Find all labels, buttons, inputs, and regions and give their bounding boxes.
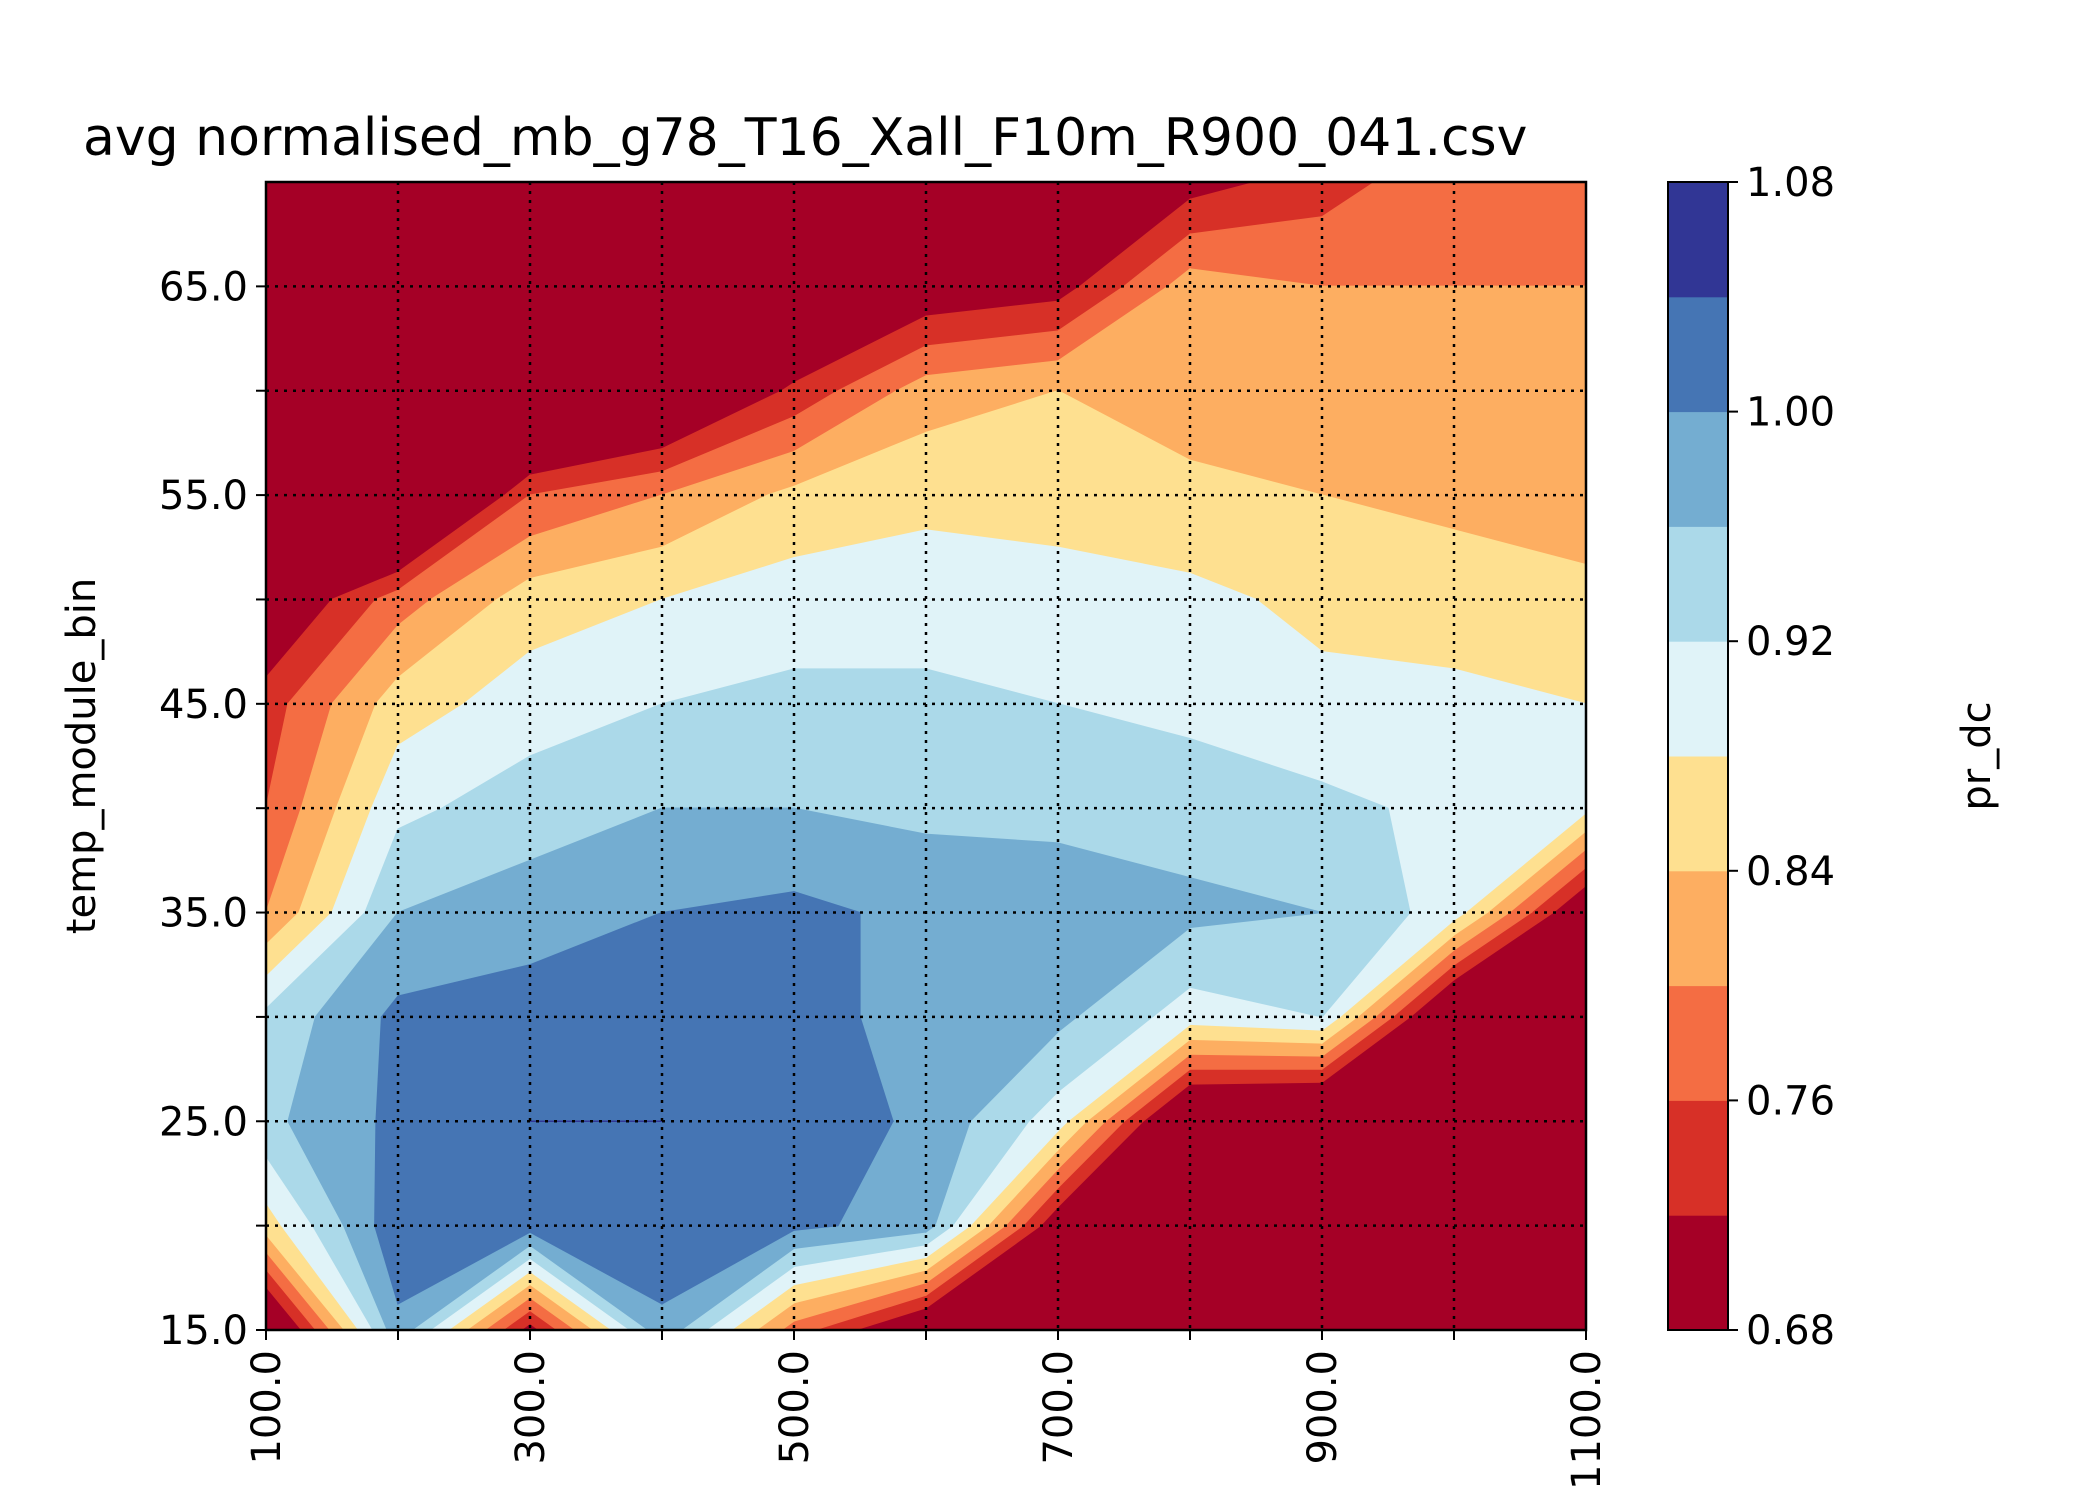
colorbar-segment [1668,526,1728,642]
chart-title: avg normalised_mb_g78_T16_Xall_F10m_R900… [83,108,1527,168]
colorbar-segment [1668,870,1728,987]
x-tick-label: 900.0 [1300,1350,1346,1465]
y-axis-label: temp_module_bin [59,578,105,934]
colorbar-segment [1668,182,1728,298]
x-axis: 100.0 300.0 500.0 700.0 900.0 1100.0 [244,1330,1610,1490]
contour-band-5 [266,529,1586,1330]
colorbar-segment [1668,296,1728,413]
x-tick-label: 700.0 [1036,1350,1082,1465]
colorbar-frame [1667,181,1729,1331]
contour-fill [266,182,1586,1330]
x-tick-label: 300.0 [508,1350,554,1465]
colorbar-tick-label: 0.92 [1746,619,1835,665]
contour-band-0 [266,182,1586,1330]
y-tick-label: 45.0 [159,682,248,728]
colorbar-label: pr_dc [1954,701,2000,810]
colorbar-tick-label: 0.84 [1746,849,1835,895]
colorbar-segment [1668,985,1728,1101]
y-axis: 15.0 25.0 35.0 45.0 55.0 65.0 [159,264,266,1354]
x-tick-label: 500.0 [772,1350,818,1465]
colorbar-segment [1668,641,1728,757]
contour-band-8 [373,890,894,1305]
y-tick-label: 15.0 [159,1308,248,1354]
grid-lines [266,182,1586,1330]
contour-band-4 [266,389,1586,1330]
colorbar-tick-label: 1.08 [1746,160,1835,206]
contour-band-6 [266,668,1412,1330]
colorbar-segment [1668,1215,1728,1331]
colorbar-tick-label: 0.76 [1746,1078,1835,1124]
contour-band-7 [287,807,1323,1330]
colorbar-tick-label: 0.68 [1746,1308,1835,1354]
colorbar-segment [1668,1100,1728,1216]
colorbar: 0.68 0.76 0.84 0.92 1.00 1.08 [1667,160,1835,1354]
x-tick-label: 1100.0 [1564,1350,1610,1490]
colorbar-segment [1668,756,1728,872]
colorbar-segment [1668,411,1728,527]
colorbar-tick-label: 1.00 [1746,390,1835,436]
y-tick-label: 55.0 [159,473,248,519]
y-tick-label: 25.0 [159,1099,248,1145]
x-tick-label: 100.0 [244,1350,290,1465]
y-tick-label: 65.0 [159,264,248,310]
y-tick-label: 35.0 [159,891,248,937]
